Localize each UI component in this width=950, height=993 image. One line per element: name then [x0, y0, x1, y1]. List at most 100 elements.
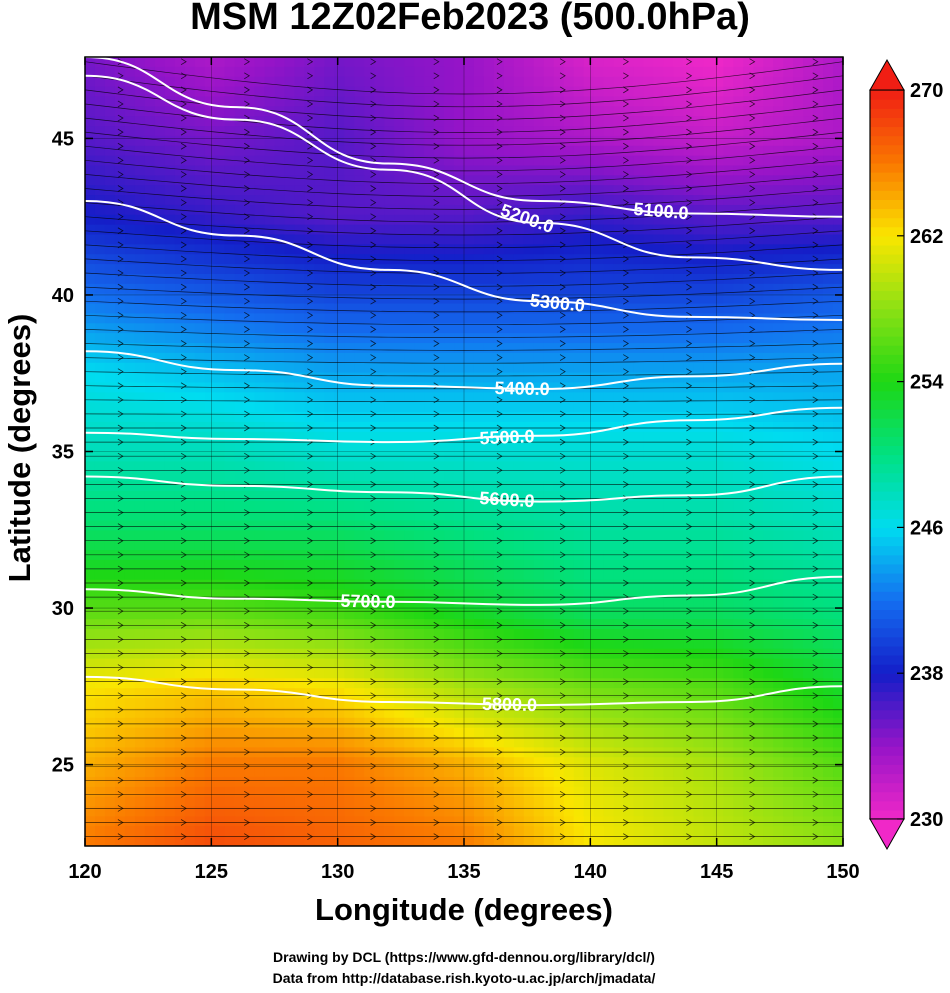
- field-cell: [553, 421, 565, 433]
- field-cell: [583, 214, 595, 226]
- field-cell: [713, 461, 724, 472]
- field-cell: [294, 234, 306, 245]
- field-cell: [414, 96, 425, 107]
- field-cell: [613, 96, 625, 107]
- field-cell: [224, 520, 236, 531]
- field-cell: [693, 155, 704, 167]
- field-cell: [384, 293, 395, 305]
- field-cell: [633, 96, 645, 107]
- field-cell: [344, 234, 355, 245]
- field-cell: [414, 638, 425, 650]
- field-cell: [743, 283, 754, 295]
- field-cell: [593, 224, 605, 236]
- field-cell: [134, 569, 146, 581]
- field-cell: [693, 471, 704, 482]
- field-cell: [274, 362, 286, 374]
- field-cell: [244, 195, 256, 206]
- field-cell: [94, 431, 106, 443]
- field-cell: [623, 293, 635, 305]
- field-cell: [743, 431, 754, 443]
- field-cell: [613, 678, 625, 689]
- field-cell: [374, 116, 385, 127]
- field-cell: [194, 402, 206, 413]
- field-cell: [583, 323, 595, 334]
- field-cell: [144, 303, 156, 315]
- field-cell: [763, 372, 774, 384]
- field-cell: [144, 589, 156, 601]
- field-cell: [483, 106, 495, 117]
- field-cell: [304, 402, 315, 413]
- field-cell: [473, 510, 485, 522]
- field-cell: [533, 431, 545, 443]
- field-cell: [114, 175, 126, 186]
- field-cell: [94, 362, 106, 374]
- field-cell: [673, 629, 685, 640]
- field-cell: [683, 441, 694, 453]
- field-cell: [134, 441, 146, 453]
- field-cell: [334, 471, 345, 482]
- field-cell: [384, 579, 395, 591]
- field-cell: [324, 362, 335, 374]
- field-cell: [493, 550, 505, 561]
- field-cell: [194, 57, 206, 68]
- field-cell: [424, 688, 435, 699]
- field-cell: [833, 668, 843, 679]
- field-cell: [374, 224, 385, 236]
- field-cell: [284, 76, 296, 88]
- field-cell: [124, 264, 136, 275]
- field-cell: [394, 106, 405, 117]
- field-cell: [663, 678, 675, 689]
- field-cell: [184, 293, 196, 305]
- field-cell: [374, 165, 385, 176]
- field-cell: [713, 214, 724, 226]
- field-cell: [204, 520, 216, 531]
- field-cell: [763, 333, 774, 344]
- field-cell: [334, 303, 345, 315]
- field-cell: [314, 550, 325, 561]
- field-cell: [194, 421, 206, 433]
- field-cell: [563, 372, 575, 384]
- field-cell: [573, 589, 585, 601]
- field-cell: [294, 372, 306, 384]
- field-cell: [793, 540, 804, 551]
- field-cell: [513, 254, 525, 265]
- field-cell: [154, 471, 166, 482]
- field-cell: [733, 520, 744, 531]
- field-cell: [184, 698, 196, 709]
- field-cell: [623, 362, 635, 374]
- field-cell: [523, 165, 535, 176]
- field-cell: [723, 96, 734, 107]
- field-cell: [304, 362, 315, 374]
- field-cell: [643, 431, 655, 443]
- field-cell: [274, 589, 286, 601]
- field-cell: [244, 579, 256, 591]
- field-cell: [533, 214, 545, 226]
- field-cell: [254, 293, 266, 305]
- field-cell: [513, 86, 525, 98]
- field-cell: [653, 520, 665, 531]
- field-cell: [164, 569, 176, 581]
- field-cell: [753, 145, 764, 157]
- field-cell: [683, 421, 694, 433]
- field-cell: [384, 471, 395, 482]
- field-cell: [184, 313, 196, 324]
- field-cell: [264, 629, 276, 640]
- field-cell: [184, 540, 196, 551]
- field-cell: [344, 204, 355, 216]
- field-cell: [573, 500, 585, 512]
- field-cell: [85, 352, 96, 364]
- field-cell: [663, 106, 675, 117]
- field-cell: [314, 313, 325, 324]
- field-cell: [204, 510, 216, 522]
- field-cell: [264, 96, 276, 107]
- field-cell: [124, 372, 136, 384]
- field-cell: [653, 96, 665, 107]
- field-cell: [773, 303, 784, 315]
- field-cell: [603, 638, 615, 650]
- field-cell: [404, 441, 415, 453]
- field-cell: [374, 698, 385, 709]
- field-cell: [85, 638, 96, 650]
- field-cell: [444, 323, 455, 334]
- field-cell: [204, 135, 216, 147]
- field-cell: [653, 254, 665, 265]
